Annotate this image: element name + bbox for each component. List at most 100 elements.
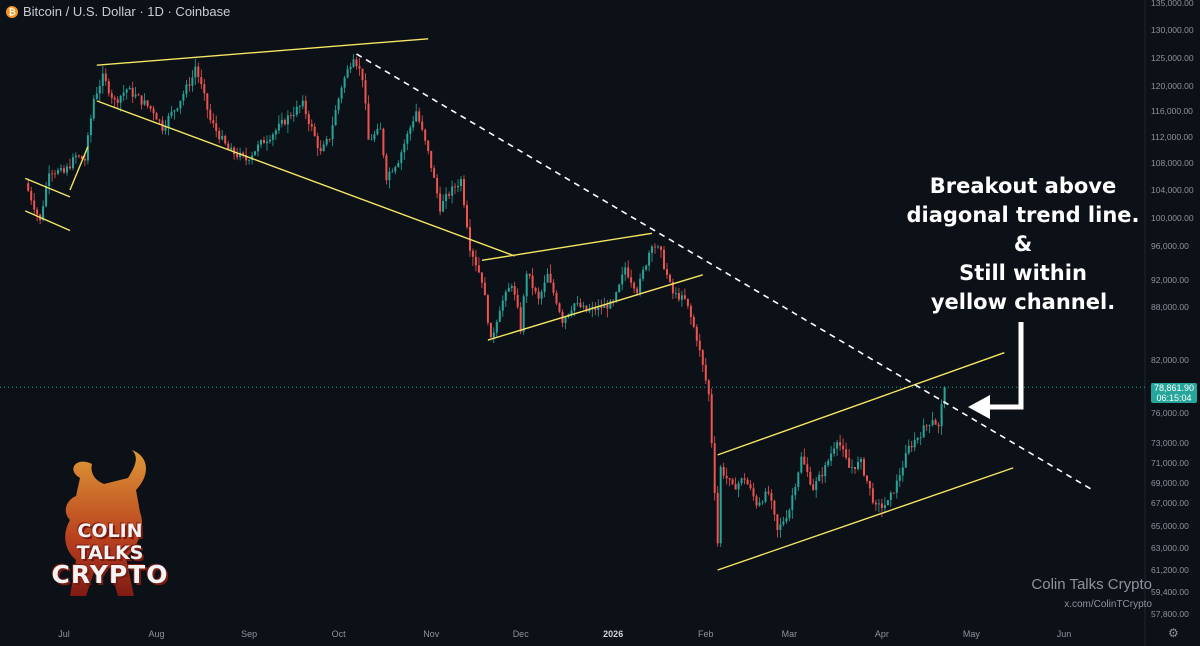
candle-body <box>931 420 934 426</box>
annotation-line-3: & <box>1013 232 1033 256</box>
candle-body <box>352 59 355 67</box>
yellow-trend-line[interactable] <box>96 100 515 257</box>
candle-body <box>513 286 516 295</box>
candle-body <box>922 425 925 438</box>
yellow-trend-line[interactable] <box>487 274 704 341</box>
candle-body <box>334 110 337 126</box>
candle-body <box>427 140 430 151</box>
candle-body <box>669 274 671 282</box>
time-tick-label: May <box>963 629 981 639</box>
time-axis[interactable]: Jul Aug Sep Oct Nov Dec 2026 Feb Mar Apr May Jun <box>58 629 1071 639</box>
candle-body <box>245 155 248 161</box>
candle-body <box>654 246 656 248</box>
candle-body <box>836 442 839 449</box>
candle-body <box>283 119 286 125</box>
candle-body <box>173 110 176 112</box>
candle-body <box>734 484 737 490</box>
bar-countdown: 06:15:04 <box>1156 393 1192 403</box>
candle-body <box>671 281 674 294</box>
candle-body <box>51 173 54 175</box>
candle-body <box>504 291 507 301</box>
candle-body <box>263 140 265 144</box>
candle-body <box>940 404 943 427</box>
price-axis[interactable]: 135,000.00 130,000.00 125,000.00 120,000.00… <box>1151 0 1194 619</box>
candle-body <box>170 111 173 116</box>
candle-body <box>77 155 80 157</box>
candle-body <box>719 466 722 544</box>
candle-body <box>340 87 343 99</box>
candle-body <box>630 277 633 283</box>
candle-body <box>292 114 295 117</box>
candle-body <box>301 100 304 107</box>
candle-body <box>280 119 283 124</box>
candle-body <box>695 326 698 341</box>
candle-body <box>227 143 230 150</box>
time-tick-label: Jul <box>58 629 70 639</box>
candle-body <box>764 491 767 502</box>
candle-body <box>848 457 851 468</box>
candle-body <box>215 123 218 131</box>
candle-body <box>83 159 86 161</box>
time-tick-label: Nov <box>423 629 440 639</box>
candle-body <box>242 152 245 156</box>
candle-body <box>412 121 415 128</box>
candle-body <box>594 307 597 310</box>
candle-body <box>182 93 185 101</box>
candle-body <box>558 303 561 312</box>
candle-body <box>501 300 504 311</box>
candle-body <box>358 66 361 69</box>
yellow-trend-line[interactable] <box>69 146 89 191</box>
candle-body <box>457 186 459 188</box>
candle-body <box>36 209 39 215</box>
candle-body <box>755 496 758 506</box>
candle-body <box>433 168 436 178</box>
candle-body <box>477 265 480 273</box>
yellow-trend-line[interactable] <box>717 467 1014 571</box>
gear-icon[interactable]: ⚙ <box>1168 626 1179 640</box>
candle-body <box>409 127 412 134</box>
yellow-trend-line[interactable] <box>96 38 429 66</box>
candle-body <box>137 94 140 96</box>
candle-body <box>63 168 65 173</box>
candle-body <box>624 267 627 275</box>
candle-body <box>874 502 877 505</box>
yellow-trend-line[interactable] <box>717 352 1005 456</box>
yellow-trend-line[interactable] <box>24 210 71 232</box>
price-tick-label: 112,000.00 <box>1151 132 1193 142</box>
candle-body <box>439 193 442 212</box>
candle-body <box>576 302 579 304</box>
yellow-trend-line[interactable] <box>481 232 653 261</box>
candle-body <box>289 115 292 117</box>
candle-body <box>639 278 642 293</box>
candle-body <box>442 201 445 212</box>
candle-body <box>934 420 937 425</box>
candle-body <box>69 166 71 169</box>
candle-body <box>907 445 910 454</box>
candle-body <box>266 141 268 144</box>
candle-body <box>525 273 528 297</box>
candle-body <box>516 294 519 308</box>
candle-body <box>648 252 651 266</box>
watermark-title: Colin Talks Crypto <box>1031 576 1152 593</box>
yellow-trend-line[interactable] <box>24 177 71 198</box>
candle-body <box>274 130 277 135</box>
candle-body <box>355 59 358 66</box>
price-tick-label: 88,000.00 <box>1151 302 1189 312</box>
candle-body <box>767 491 770 494</box>
last-price-label[interactable]: 78,861.90 06:15:04 <box>1151 383 1197 403</box>
candle-body <box>824 465 827 477</box>
candle-body <box>415 111 418 122</box>
price-tick-label: 116,000.00 <box>1151 106 1193 116</box>
candle-body <box>140 95 143 105</box>
symbol-header[interactable]: ₿ Bitcoin / U.S. Dollar · 1D · Coinbase <box>6 4 230 19</box>
candle-body <box>842 445 845 450</box>
candle-body <box>122 92 125 96</box>
candle-body <box>474 256 477 266</box>
candle-body <box>343 77 346 88</box>
candle-body <box>406 133 409 144</box>
candle-body <box>200 77 203 85</box>
candle-body <box>770 493 773 501</box>
price-tick-label: 65,000.00 <box>1151 521 1189 531</box>
candle-body <box>913 440 916 448</box>
